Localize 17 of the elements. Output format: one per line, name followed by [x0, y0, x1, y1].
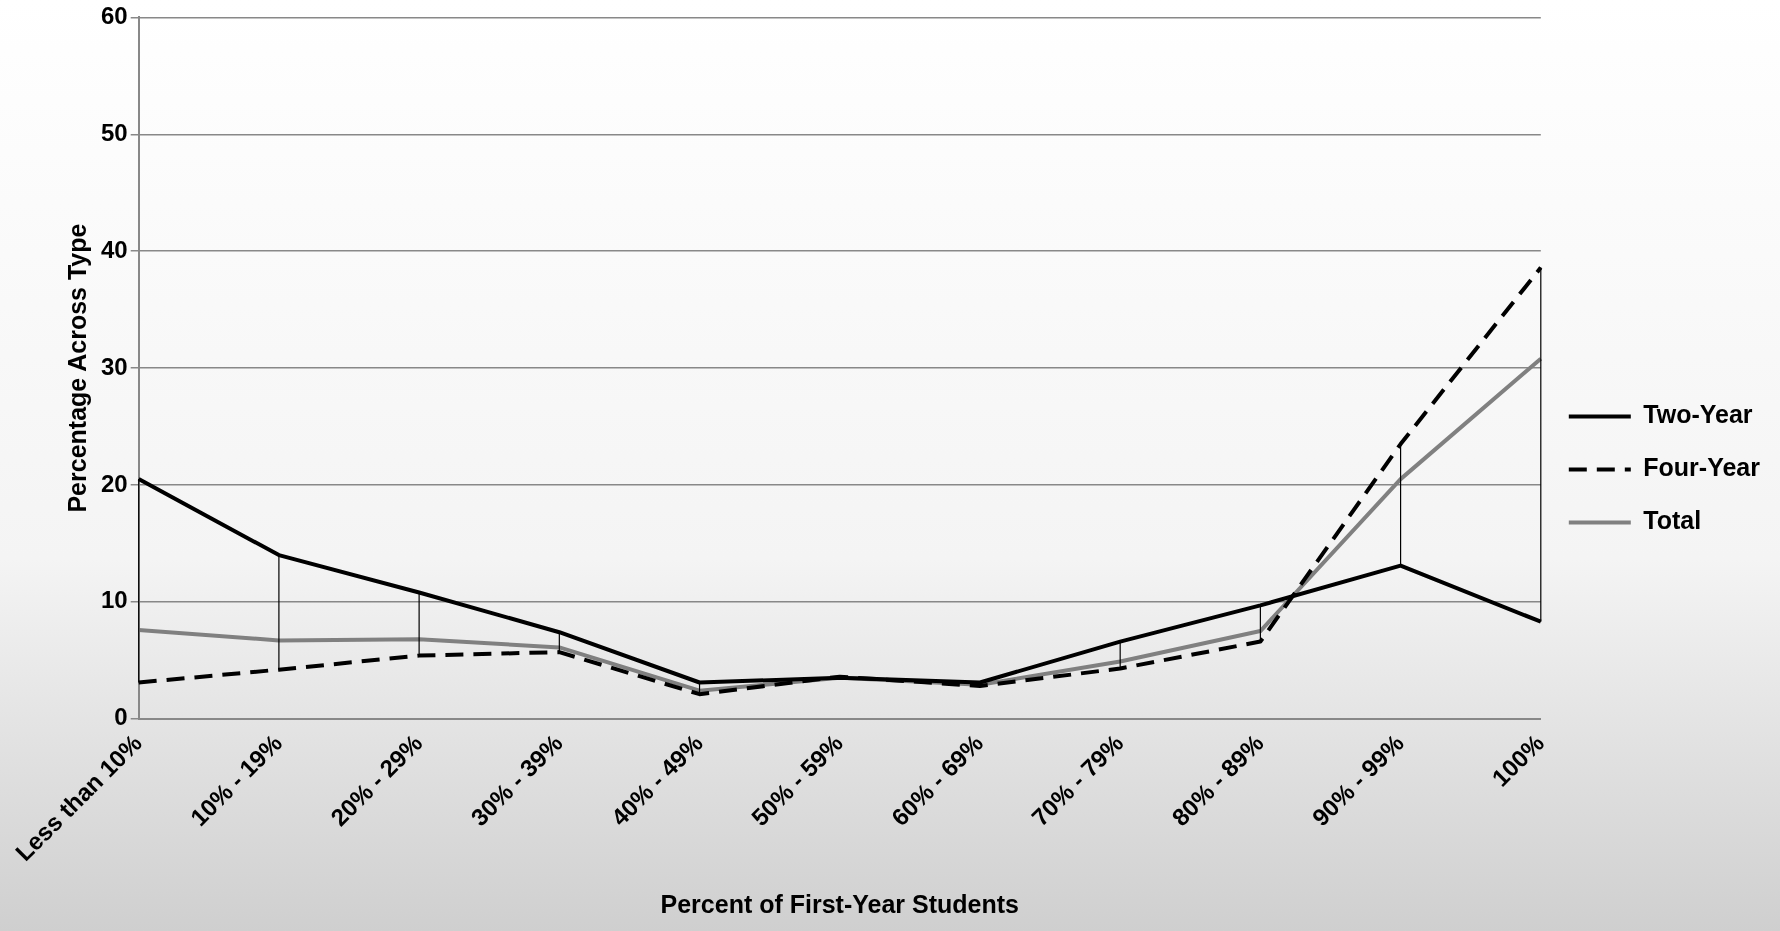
y-tick-label: 20 [100, 469, 128, 497]
y-tick-label: 0 [114, 703, 128, 731]
x-tick-label: 70% - 79% [1026, 729, 1129, 832]
x-tick-label: 90% - 99% [1306, 729, 1409, 832]
y-axis-title: Percentage Across Type [62, 223, 91, 513]
y-tick-label: 50 [100, 118, 128, 146]
legend-label: Four-Year [1643, 453, 1761, 482]
legend-label: Total [1643, 506, 1702, 535]
x-tick-label: 60% - 69% [886, 729, 989, 832]
y-tick-label: 40 [100, 235, 128, 263]
x-axis-title: Percent of First-Year Students [660, 889, 1019, 918]
y-tick-label: 30 [100, 352, 128, 380]
y-tick-label: 10 [100, 586, 128, 614]
y-tick-label: 60 [100, 2, 128, 30]
x-tick-label: 50% - 59% [745, 729, 848, 832]
x-tick-label: 40% - 49% [605, 729, 708, 832]
legend-label: Two-Year [1643, 400, 1753, 429]
